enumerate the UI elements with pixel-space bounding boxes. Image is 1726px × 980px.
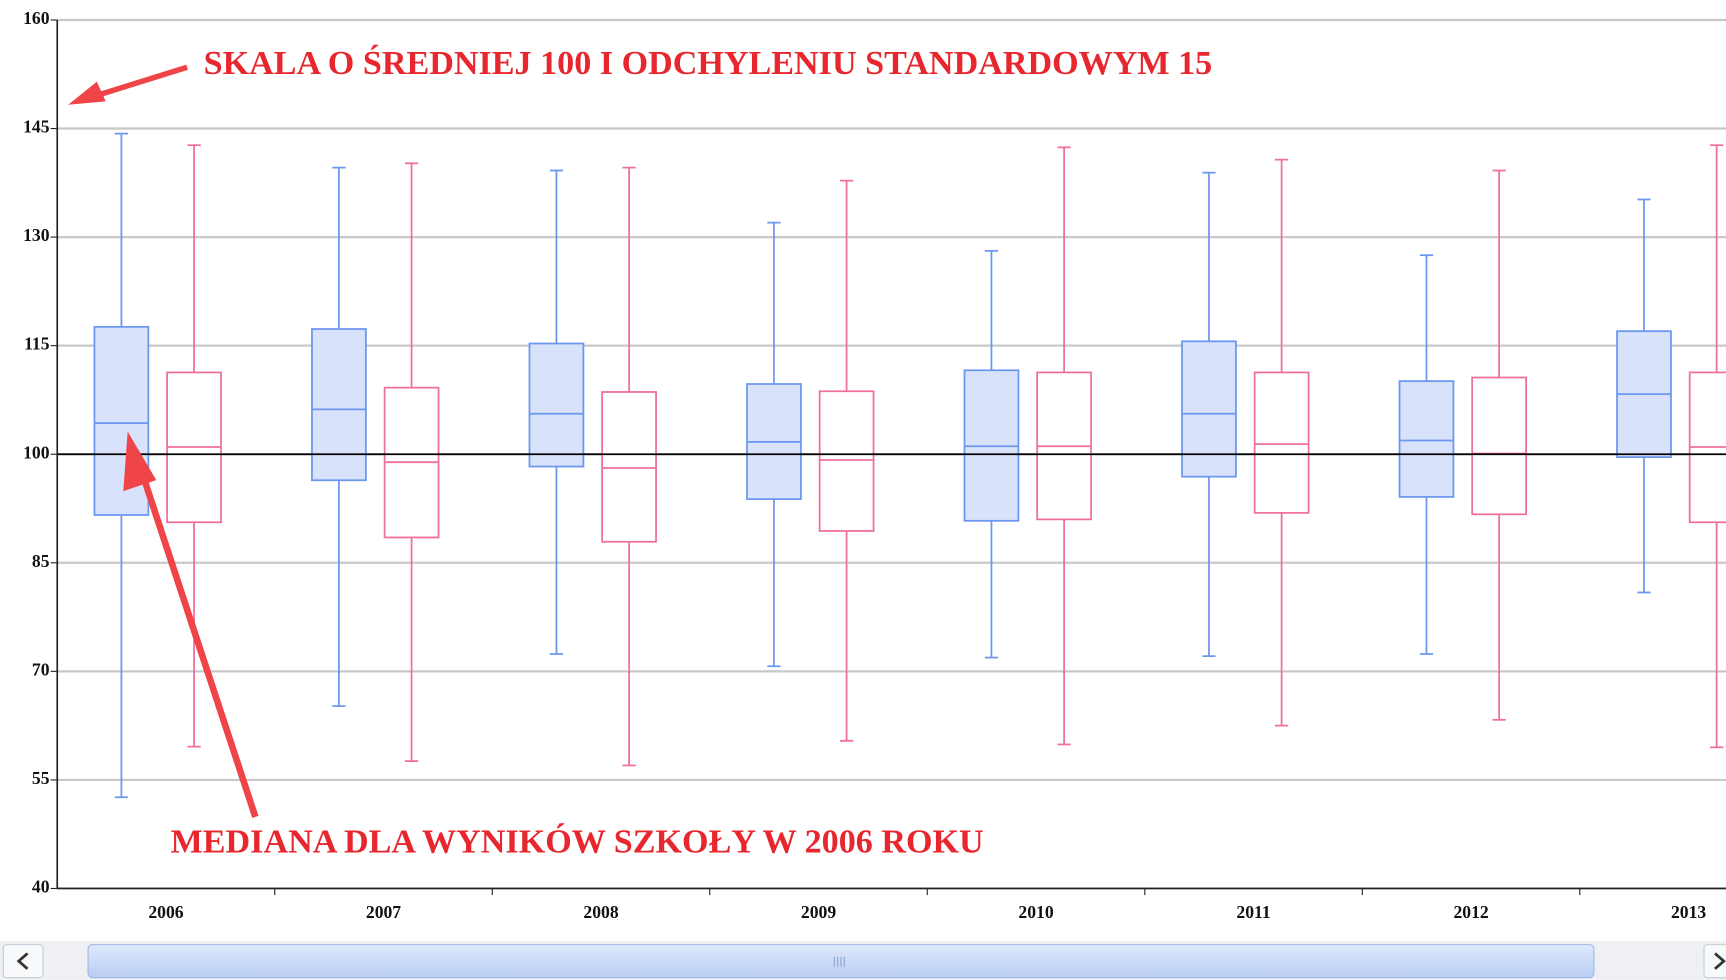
box: [1181, 340, 1237, 478]
annotation: SKALA O ŚREDNIEJ 100 I ODCHYLENIU STANDA…: [204, 44, 1213, 82]
scroll-right-icon: [1714, 952, 1726, 970]
y-tick-label: 160: [23, 8, 50, 28]
box: [1253, 371, 1310, 514]
box: [93, 325, 150, 516]
y-tick-label: 70: [32, 659, 50, 679]
x-tick-label: 2006: [148, 902, 183, 922]
x-tick-label: 2011: [1236, 902, 1270, 922]
box: [311, 328, 367, 482]
annotation: MEDIANA DLA WYNIKÓW SZKOŁY W 2006 ROKU: [171, 822, 984, 860]
scroll-right-button[interactable]: [1703, 944, 1726, 979]
box: [1471, 376, 1527, 516]
scroll-left-button[interactable]: [2, 944, 44, 979]
plot-area: [57, 132, 1726, 799]
annotation-arrow: [123, 431, 259, 818]
box: [818, 390, 875, 532]
scroll-grip: [833, 956, 845, 967]
x-tick-label: 2009: [801, 902, 836, 922]
y-tick-label: 85: [32, 551, 50, 571]
y-tick-label: 55: [32, 768, 50, 788]
scroll-left-icon: [16, 952, 29, 970]
y-tick-label: 145: [23, 117, 50, 137]
y-tick-label: 100: [23, 442, 50, 462]
scrollbar[interactable]: [0, 941, 1726, 980]
x-tick-label: 2012: [1453, 902, 1488, 922]
y-tick-label: 130: [23, 225, 50, 245]
box: [1398, 380, 1455, 498]
annotation-arrow: [68, 64, 188, 105]
x-tick-label: 2008: [583, 902, 618, 922]
y-tick-label: 115: [24, 334, 50, 354]
x-tick-label: 2010: [1018, 902, 1053, 922]
axes: 40 55 70 85 100 115 130 145 160 2006 2007 2008 2009 2…: [23, 8, 1726, 922]
box: [528, 342, 585, 468]
y-tick-label: 40: [32, 877, 50, 897]
box: [601, 391, 657, 543]
x-tick-label: 2013: [1671, 902, 1706, 922]
x-tick-label: 2007: [366, 902, 401, 922]
